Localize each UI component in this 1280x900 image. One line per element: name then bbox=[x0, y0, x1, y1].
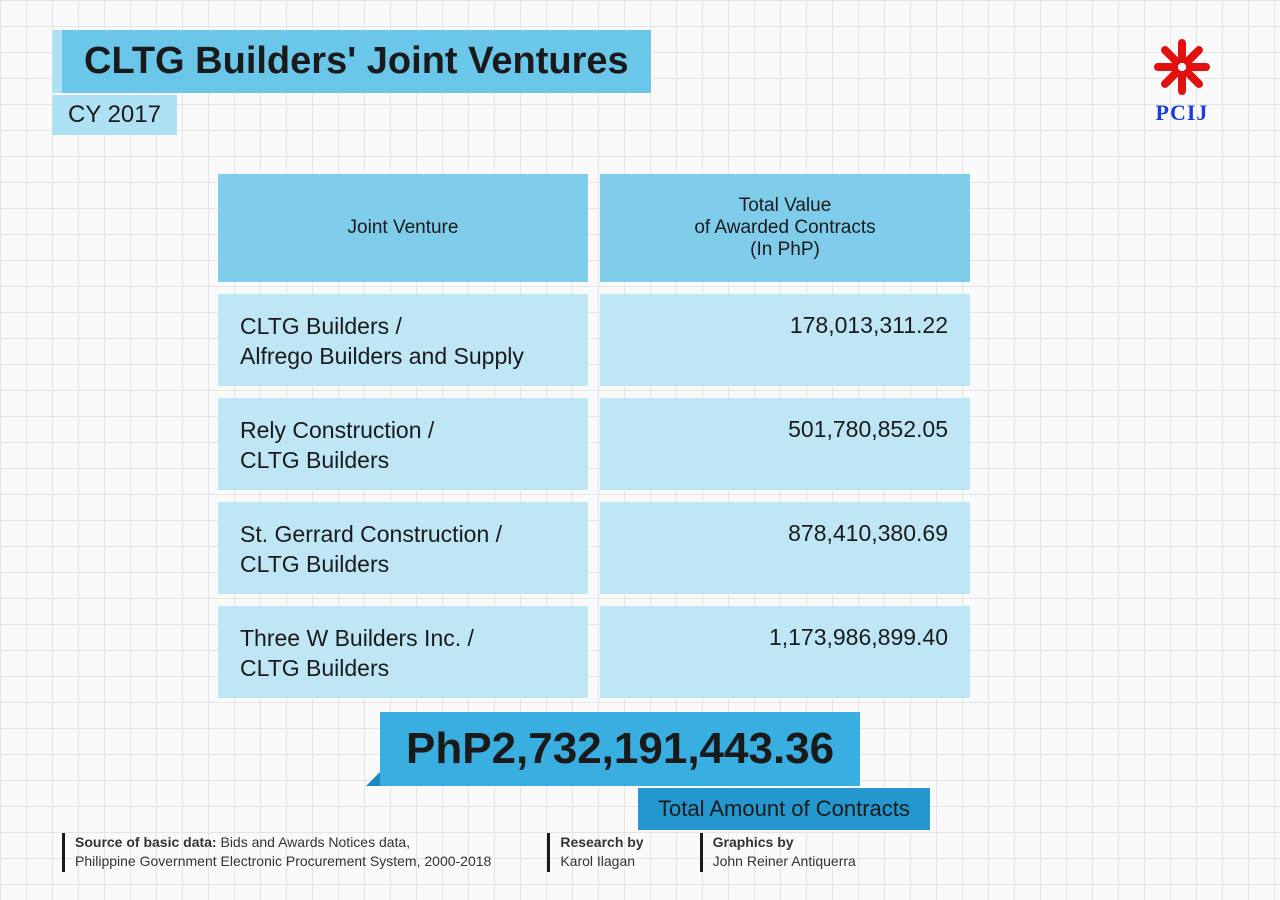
venture-value: 501,780,852.05 bbox=[788, 416, 948, 443]
cell-venture: Rely Construction / CLTG Builders bbox=[218, 398, 588, 490]
venture-name: Three W Builders Inc. / CLTG Builders bbox=[240, 624, 474, 684]
footer-research: Research by Karol Ilagan bbox=[547, 833, 643, 872]
subtitle-box: CY 2017 bbox=[52, 95, 177, 135]
cell-venture: Three W Builders Inc. / CLTG Builders bbox=[218, 606, 588, 698]
venture-value: 1,173,986,899.40 bbox=[769, 624, 948, 651]
page-subtitle: CY 2017 bbox=[68, 101, 161, 128]
header-section: CLTG Builders' Joint Ventures CY 2017 bbox=[62, 30, 651, 135]
source-label: Source of basic data: bbox=[75, 834, 217, 850]
research-text: Karol Ilagan bbox=[560, 853, 635, 869]
venture-name: Rely Construction / CLTG Builders bbox=[240, 416, 434, 476]
logo-graphic bbox=[1146, 38, 1218, 96]
table-header-venture: Joint Venture bbox=[218, 174, 588, 282]
cell-value: 178,013,311.22 bbox=[600, 294, 970, 386]
data-table: Joint Venture Total Value of Awarded Con… bbox=[218, 174, 970, 710]
venture-name: CLTG Builders / Alfrego Builders and Sup… bbox=[240, 312, 524, 372]
total-label-box: Total Amount of Contracts bbox=[638, 788, 930, 830]
research-label: Research by bbox=[560, 834, 643, 850]
venture-name: St. Gerrard Construction / CLTG Builders bbox=[240, 520, 502, 580]
cell-venture: CLTG Builders / Alfrego Builders and Sup… bbox=[218, 294, 588, 386]
venture-value: 178,013,311.22 bbox=[790, 312, 948, 339]
table-row: Rely Construction / CLTG Builders 501,78… bbox=[218, 398, 970, 490]
cell-value: 1,173,986,899.40 bbox=[600, 606, 970, 698]
total-section: PhP2,732,191,443.36 Total Amount of Cont… bbox=[380, 712, 930, 830]
total-amount-box: PhP2,732,191,443.36 bbox=[380, 712, 860, 786]
total-amount: PhP2,732,191,443.36 bbox=[406, 724, 834, 773]
table-header-row: Joint Venture Total Value of Awarded Con… bbox=[218, 174, 970, 282]
table-row: Three W Builders Inc. / CLTG Builders 1,… bbox=[218, 606, 970, 698]
footer: Source of basic data: Bids and Awards No… bbox=[62, 833, 1218, 872]
total-label: Total Amount of Contracts bbox=[658, 796, 910, 821]
table-row: St. Gerrard Construction / CLTG Builders… bbox=[218, 502, 970, 594]
title-box: CLTG Builders' Joint Ventures bbox=[62, 30, 651, 93]
graphics-text: John Reiner Antiquerra bbox=[713, 853, 856, 869]
logo-text: PCIJ bbox=[1146, 100, 1218, 126]
graphics-label: Graphics by bbox=[713, 834, 794, 850]
page-title: CLTG Builders' Joint Ventures bbox=[84, 40, 629, 82]
table-header-value: Total Value of Awarded Contracts (In PhP… bbox=[600, 174, 970, 282]
cell-value: 878,410,380.69 bbox=[600, 502, 970, 594]
footer-source: Source of basic data: Bids and Awards No… bbox=[62, 833, 491, 872]
th-venture-label: Joint Venture bbox=[348, 217, 459, 239]
table-row: CLTG Builders / Alfrego Builders and Sup… bbox=[218, 294, 970, 386]
venture-value: 878,410,380.69 bbox=[788, 520, 948, 547]
footer-graphics: Graphics by John Reiner Antiquerra bbox=[700, 833, 856, 872]
th-value-label: Total Value of Awarded Contracts (In PhP… bbox=[694, 195, 875, 261]
pcij-logo: PCIJ bbox=[1146, 38, 1218, 126]
cell-value: 501,780,852.05 bbox=[600, 398, 970, 490]
cell-venture: St. Gerrard Construction / CLTG Builders bbox=[218, 502, 588, 594]
